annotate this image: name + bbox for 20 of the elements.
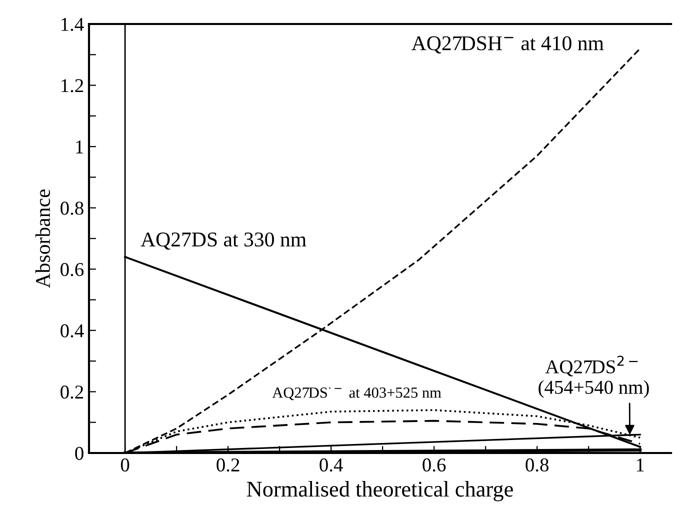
x-tick-label: 0.2 <box>216 458 240 472</box>
series-label: AQ27DS$^{·−}$ at 403+525 nm <box>272 387 442 400</box>
series-label: AQ27DSH$^{−}$ at 410 nm <box>412 36 604 54</box>
x-tick-label: 0.4 <box>320 458 343 472</box>
y-tick-label: 1 <box>76 140 83 154</box>
x-tick-label: 0 <box>120 458 130 472</box>
annotation: AQ27DS$^{2−}$ (454+540 nm) <box>538 356 649 398</box>
y-axis-title: Absorbance <box>35 189 50 288</box>
x-tick-label: 1 <box>636 458 644 472</box>
x-axis-title: Normalised theoretical charge <box>246 481 513 502</box>
y-tick-label: 1.4 <box>62 18 84 32</box>
y-tick-label: 0 <box>75 446 84 460</box>
y-tick-label: 0.2 <box>60 386 84 399</box>
x-tick-label: 0.8 <box>526 458 548 472</box>
y-tick-label: 0.8 <box>60 202 84 215</box>
y-tick-label: 1.2 <box>62 79 84 92</box>
y-tick-label: 0.4 <box>60 324 84 338</box>
series-label: AQ27DS at 330 nm <box>140 232 306 250</box>
y-tick-label: 0.6 <box>60 262 84 276</box>
x-tick-label: 0.6 <box>422 458 446 472</box>
